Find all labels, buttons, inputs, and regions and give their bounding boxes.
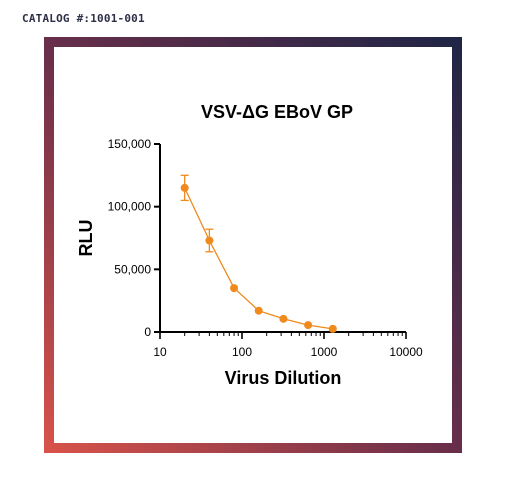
data-point [279, 314, 288, 323]
data-point [205, 236, 214, 245]
y-axis-label: RLU [76, 220, 96, 257]
data-point [328, 324, 337, 333]
x-tick-label: 10000 [389, 345, 423, 359]
y-tick-label: 0 [144, 325, 151, 339]
x-tick-label: 100 [232, 345, 252, 359]
x-axis-label: Virus Dilution [225, 368, 342, 388]
data-point [304, 321, 313, 330]
data-point [180, 183, 189, 192]
x-tick-label: 10 [153, 345, 167, 359]
catalog-number: CATALOG #:1001-001 [22, 12, 145, 25]
chart-panel [54, 47, 452, 443]
data-point [254, 306, 263, 315]
gradient-frame [44, 37, 462, 453]
y-tick-label: 50,000 [114, 262, 151, 276]
y-tick-label: 100,000 [108, 200, 152, 214]
data-point [230, 284, 239, 293]
y-tick-label: 150,000 [108, 137, 152, 151]
chart-title: VSV-ΔG EBoV GP [201, 102, 353, 122]
x-tick-label: 1000 [311, 345, 338, 359]
